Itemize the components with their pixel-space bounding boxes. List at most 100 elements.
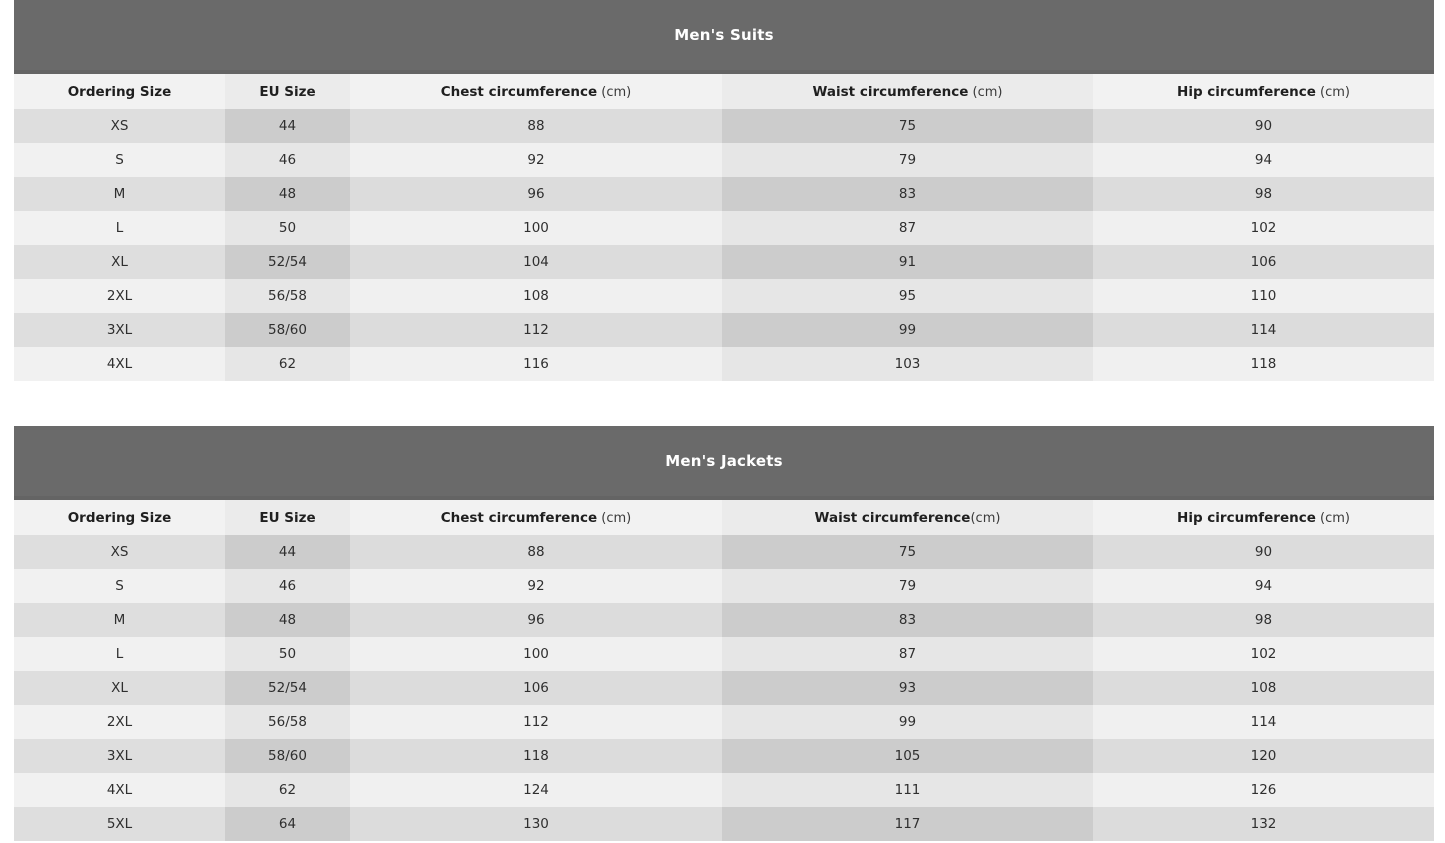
cell-waist-circumference: 103 <box>722 347 1093 381</box>
cell-ordering-size: L <box>14 211 225 245</box>
column-header-chest-circumference: Chest circumference (cm) <box>350 500 722 535</box>
column-header-hip-circumference: Hip circumference (cm) <box>1093 74 1434 109</box>
cell-eu-size: 64 <box>225 807 350 841</box>
cell-eu-size: 48 <box>225 603 350 637</box>
cell-waist-circumference: 87 <box>722 637 1093 671</box>
cell-ordering-size: XS <box>14 109 225 143</box>
cell-ordering-size: L <box>14 637 225 671</box>
column-header-unit: (cm) <box>1315 84 1350 100</box>
column-header-chest-circumference: Chest circumference (cm) <box>350 74 722 109</box>
size-table-block-mens-jackets: Men's Jackets Ordering Size EU Size Ches… <box>14 426 1434 841</box>
column-header-label: Hip circumference <box>1177 83 1316 100</box>
cell-hip-circumference: 114 <box>1093 313 1434 347</box>
cell-chest-circumference: 96 <box>350 177 722 211</box>
cell-eu-size: 48 <box>225 177 350 211</box>
table-row: M 48 96 83 98 <box>14 177 1434 211</box>
cell-hip-circumference: 102 <box>1093 637 1434 671</box>
cell-chest-circumference: 100 <box>350 211 722 245</box>
table-row: 5XL 64 130 117 132 <box>14 807 1434 841</box>
cell-waist-circumference: 95 <box>722 279 1093 313</box>
cell-waist-circumference: 111 <box>722 773 1093 807</box>
cell-waist-circumference: 83 <box>722 177 1093 211</box>
table-spacer <box>14 381 1434 426</box>
cell-chest-circumference: 96 <box>350 603 722 637</box>
column-header-ordering-size: Ordering Size <box>14 74 225 109</box>
cell-eu-size: 50 <box>225 637 350 671</box>
cell-hip-circumference: 108 <box>1093 671 1434 705</box>
cell-chest-circumference: 92 <box>350 143 722 177</box>
table-row: L 50 100 87 102 <box>14 637 1434 671</box>
cell-chest-circumference: 124 <box>350 773 722 807</box>
size-table-mens-jackets: Ordering Size EU Size Chest circumferenc… <box>14 500 1434 841</box>
cell-waist-circumference: 79 <box>722 569 1093 603</box>
cell-chest-circumference: 104 <box>350 245 722 279</box>
cell-hip-circumference: 106 <box>1093 245 1434 279</box>
cell-hip-circumference: 126 <box>1093 773 1434 807</box>
table-row: 2XL 56/58 108 95 110 <box>14 279 1434 313</box>
column-header-unit: (cm) <box>1315 510 1350 526</box>
cell-hip-circumference: 94 <box>1093 569 1434 603</box>
column-header-waist-circumference: Waist circumference(cm) <box>722 500 1093 535</box>
size-table-mens-suits: Ordering Size EU Size Chest circumferenc… <box>14 74 1434 381</box>
cell-eu-size: 52/54 <box>225 245 350 279</box>
table-header-row: Ordering Size EU Size Chest circumferenc… <box>14 74 1434 109</box>
cell-ordering-size: S <box>14 569 225 603</box>
cell-chest-circumference: 108 <box>350 279 722 313</box>
table-body: XS 44 88 75 90 S 46 92 79 94 M 48 96 83 98 L 50 100 87 102 X… <box>14 535 1434 841</box>
cell-eu-size: 52/54 <box>225 671 350 705</box>
cell-hip-circumference: 114 <box>1093 705 1434 739</box>
table-row: XL 52/54 104 91 106 <box>14 245 1434 279</box>
column-header-label: Ordering Size <box>67 509 172 526</box>
cell-hip-circumference: 120 <box>1093 739 1434 773</box>
column-header-hip-circumference: Hip circumference (cm) <box>1093 500 1434 535</box>
cell-hip-circumference: 94 <box>1093 143 1434 177</box>
column-header-label: Waist circumference <box>812 83 969 100</box>
cell-waist-circumference: 93 <box>722 671 1093 705</box>
cell-eu-size: 46 <box>225 569 350 603</box>
cell-chest-circumference: 106 <box>350 671 722 705</box>
cell-ordering-size: M <box>14 603 225 637</box>
column-header-unit: (cm) <box>597 84 632 100</box>
cell-hip-circumference: 102 <box>1093 211 1434 245</box>
table-body: XS 44 88 75 90 S 46 92 79 94 M 48 96 83 98 L 50 100 87 102 X… <box>14 109 1434 381</box>
cell-ordering-size: 3XL <box>14 739 225 773</box>
column-header-label: Hip circumference <box>1177 509 1316 526</box>
cell-hip-circumference: 98 <box>1093 177 1434 211</box>
cell-hip-circumference: 132 <box>1093 807 1434 841</box>
cell-chest-circumference: 118 <box>350 739 722 773</box>
cell-hip-circumference: 110 <box>1093 279 1434 313</box>
cell-ordering-size: S <box>14 143 225 177</box>
column-header-label: Waist circumference <box>814 509 971 526</box>
cell-waist-circumference: 105 <box>722 739 1093 773</box>
cell-waist-circumference: 99 <box>722 313 1093 347</box>
table-row: XS 44 88 75 90 <box>14 535 1434 569</box>
column-header-unit: (cm) <box>597 510 632 526</box>
cell-chest-circumference: 112 <box>350 705 722 739</box>
cell-ordering-size: 2XL <box>14 279 225 313</box>
cell-waist-circumference: 75 <box>722 109 1093 143</box>
cell-eu-size: 46 <box>225 143 350 177</box>
cell-ordering-size: 4XL <box>14 347 225 381</box>
cell-eu-size: 56/58 <box>225 279 350 313</box>
cell-chest-circumference: 88 <box>350 109 722 143</box>
cell-chest-circumference: 92 <box>350 569 722 603</box>
cell-hip-circumference: 90 <box>1093 109 1434 143</box>
table-row: M 48 96 83 98 <box>14 603 1434 637</box>
table-title-mens-jackets: Men's Jackets <box>14 426 1434 500</box>
cell-waist-circumference: 83 <box>722 603 1093 637</box>
cell-eu-size: 58/60 <box>225 739 350 773</box>
table-row: L 50 100 87 102 <box>14 211 1434 245</box>
cell-waist-circumference: 91 <box>722 245 1093 279</box>
cell-ordering-size: XL <box>14 245 225 279</box>
column-header-unit: (cm) <box>968 84 1003 100</box>
table-row: S 46 92 79 94 <box>14 569 1434 603</box>
cell-ordering-size: 4XL <box>14 773 225 807</box>
column-header-label: Ordering Size <box>67 83 172 100</box>
cell-ordering-size: XS <box>14 535 225 569</box>
cell-waist-circumference: 87 <box>722 211 1093 245</box>
cell-eu-size: 44 <box>225 535 350 569</box>
cell-waist-circumference: 79 <box>722 143 1093 177</box>
table-row: 4XL 62 124 111 126 <box>14 773 1434 807</box>
cell-eu-size: 50 <box>225 211 350 245</box>
